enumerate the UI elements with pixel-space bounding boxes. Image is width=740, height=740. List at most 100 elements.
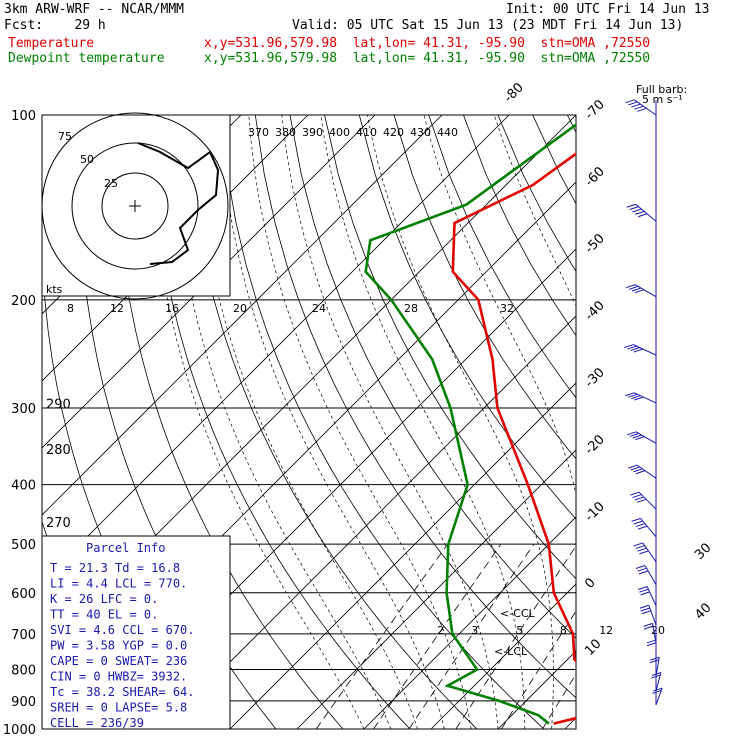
- parcel-info-frame: [41, 535, 231, 730]
- pressure-label-700: 700: [11, 628, 36, 643]
- header-model: 3km ARW-WRF -- NCAR/MMM: [4, 2, 185, 17]
- isotherm-line: [632, 115, 740, 729]
- wind-barb-feather: [634, 496, 644, 501]
- wind-barb-feather: [635, 523, 646, 528]
- wind-barb: [648, 605, 657, 626]
- theta-e-label: 410: [356, 126, 377, 139]
- wind-barb-feather: [631, 517, 641, 522]
- hodo-speed-label: 8: [67, 302, 74, 315]
- wind-barb-feather: [634, 289, 645, 294]
- moist-adiabat: [172, 115, 392, 729]
- moist-adiabat: [220, 115, 445, 729]
- wind-barb-feather: [651, 672, 662, 676]
- mixing-ratio-line: [542, 673, 576, 729]
- wind-barb-feather: [637, 525, 648, 530]
- parcel-info-row: SVI = 4.6 CCL = 670.: [50, 623, 195, 637]
- isotherm-line: [430, 583, 576, 729]
- wind-barb-feather: [651, 674, 661, 679]
- dry-adiabat: [254, 115, 576, 699]
- ccl-annotation: <-CCL: [500, 607, 536, 620]
- moist-adiabat: [152, 115, 365, 729]
- isotherm-line: [42, 115, 443, 516]
- parcel-info-row: SREH = 0 LAPSE= 5.8: [50, 701, 187, 715]
- hodo-speed-label: 32: [500, 302, 514, 315]
- wind-barb-feather: [637, 213, 648, 218]
- wind-barb-feather: [633, 542, 643, 547]
- dewpoint-info: x,y=531.96,579.98 lat,lon= 41.31, -95.90…: [204, 51, 651, 66]
- wind-barb-feather: [649, 659, 659, 664]
- dry-adiabat: [358, 115, 576, 520]
- wind-barb-feather: [650, 656, 660, 661]
- dry-adiabat: [185, 115, 478, 729]
- dry-adiabat: [324, 115, 576, 580]
- theta-label-290: 290: [46, 397, 71, 412]
- wind-barb-feather: [646, 642, 657, 647]
- moist-adiabat: [248, 115, 472, 729]
- theta-e-label: 380: [275, 126, 296, 139]
- isotherm-label: 0: [582, 575, 598, 591]
- mixing-ratio-label: 8: [560, 624, 567, 637]
- wind-barb: [633, 344, 657, 356]
- wind-barb-feather: [632, 208, 642, 213]
- hodo-speed-label: 20: [233, 302, 247, 315]
- dry-adiabat: [671, 115, 740, 729]
- moist-adiabat: [686, 115, 740, 729]
- mixing-ratio-label: 2: [437, 624, 444, 637]
- wind-barb: [635, 431, 657, 444]
- parcel-info-row: CELL = 236/39: [50, 716, 144, 730]
- isotherm-line: [363, 516, 576, 729]
- isotherm-line: [296, 449, 576, 729]
- pressure-label-900: 900: [11, 695, 36, 710]
- theta-e-label: 440: [437, 126, 458, 139]
- moist-adiabat: [366, 115, 554, 729]
- wind-barb-feather: [637, 586, 648, 590]
- wind-barb-feather: [646, 639, 657, 644]
- isotherm-label: -10: [582, 499, 608, 525]
- dry-adiabat: [220, 115, 545, 729]
- wind-barb-feather: [625, 392, 635, 397]
- header-fcst: Fcst: 29 h: [4, 18, 106, 33]
- wind-barb-feather: [627, 345, 637, 350]
- wind-barb: [642, 542, 657, 563]
- wind-barb-feather: [637, 547, 647, 552]
- isotherm-label: 40: [692, 601, 714, 623]
- parcel-info-row: LI = 4.4 LCL = 770.: [50, 577, 187, 591]
- hodograph-ring-75: [41, 112, 229, 300]
- theta-e-label: 390: [302, 126, 323, 139]
- pressure-label-600: 600: [11, 587, 36, 602]
- wind-barb-feather: [638, 570, 649, 575]
- wind-barb-feather: [628, 285, 639, 290]
- wind-barb-feather: [635, 470, 646, 475]
- hodo-speed-label: 12: [110, 302, 124, 315]
- isotherm-line: [229, 382, 576, 729]
- parcel-info-panel: Parcel Info T = 21.3 Td = 16.8 LI = 4.4 L…: [41, 535, 231, 730]
- parcel-info-row: T = 21.3 Td = 16.8: [50, 561, 180, 575]
- pressure-label-800: 800: [11, 663, 36, 678]
- pressure-label-500: 500: [11, 538, 36, 553]
- wind-barb: [634, 392, 657, 404]
- dry-adiabat: [393, 115, 576, 460]
- isotherm-label: -80: [501, 80, 527, 106]
- wind-barb-feather: [637, 107, 647, 112]
- dry-adiabat: [602, 115, 740, 729]
- wind-barb-feather: [641, 610, 651, 615]
- isotherm-line: [699, 115, 740, 729]
- wind-barb-feather: [631, 395, 641, 400]
- pressure-label-100: 100: [11, 109, 36, 124]
- mixing-ratio-label: 12: [599, 624, 613, 637]
- wind-barb-feather: [636, 498, 647, 503]
- wind-barb-feather: [631, 287, 642, 292]
- isotherm-line: [42, 115, 376, 449]
- wind-barb: [636, 464, 657, 479]
- parcel-info-row: CIN = 0 HWBZ= 3932.: [50, 670, 187, 684]
- mixing-ratio-line: [315, 543, 449, 729]
- isotherm-line: [42, 115, 510, 583]
- wind-barb-feather: [631, 103, 641, 108]
- isotherm-line: [497, 650, 576, 729]
- hodo-speed-label: 28: [404, 302, 418, 315]
- wind-barb-feather: [630, 347, 640, 352]
- isotherm-label: -20: [582, 432, 608, 458]
- hodograph-ring-label-75: 75: [58, 130, 72, 143]
- wind-barb: [638, 491, 657, 510]
